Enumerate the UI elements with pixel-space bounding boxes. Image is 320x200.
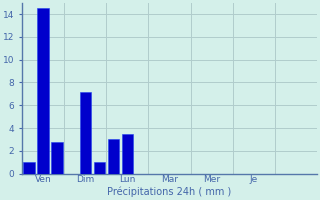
Bar	[52, 142, 63, 174]
Bar	[23, 162, 35, 174]
Bar	[37, 8, 49, 174]
X-axis label: Précipitations 24h ( mm ): Précipitations 24h ( mm )	[108, 187, 232, 197]
Bar	[122, 134, 133, 174]
Bar	[80, 92, 91, 174]
Bar	[94, 162, 105, 174]
Bar	[108, 139, 119, 174]
